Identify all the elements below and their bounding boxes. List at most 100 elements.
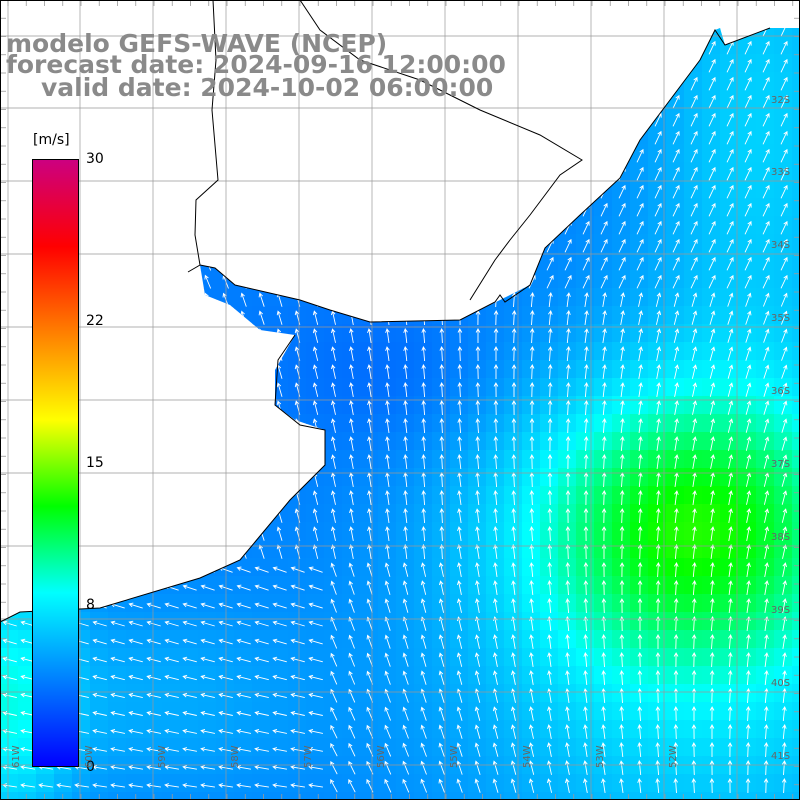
- wind-arrow: [276, 544, 283, 559]
- wind-arrow: [258, 166, 265, 181]
- wind-arrow: [403, 364, 408, 380]
- field-cell: [360, 126, 379, 145]
- field-cell: [774, 540, 793, 559]
- wind-arrow: [780, 76, 788, 91]
- wind-arrow: [132, 310, 140, 325]
- wind-arrow: [547, 364, 553, 380]
- wind-arrow: [565, 724, 570, 739]
- wind-arrow: [726, 112, 734, 127]
- wind-arrow: [23, 509, 33, 522]
- wind-arrow: [5, 383, 15, 396]
- wind-arrow: [456, 724, 463, 739]
- wind-arrow: [511, 562, 516, 577]
- field-cell: [324, 738, 343, 757]
- field-cell: [234, 0, 253, 19]
- wind-arrow: [600, 28, 608, 37]
- wind-arrow: [673, 688, 679, 704]
- wind-arrow: [529, 418, 535, 433]
- wind-arrow: [564, 130, 572, 145]
- wind-arrow: [402, 562, 409, 577]
- field-cell: [252, 108, 271, 127]
- field-cell: [576, 90, 595, 109]
- field-cell: [432, 306, 451, 325]
- field-cell: [576, 360, 595, 379]
- wind-arrow: [421, 328, 426, 344]
- wind-arrow: [654, 220, 662, 235]
- wind-arrow: [638, 328, 644, 343]
- field-cell: [792, 594, 800, 613]
- field-cell: [162, 486, 181, 505]
- field-cell: [0, 144, 19, 163]
- wind-arrow: [384, 598, 391, 613]
- wind-arrow: [186, 364, 194, 379]
- longitude-label: 61W: [11, 745, 22, 768]
- wind-arrow: [762, 202, 770, 217]
- wind-arrow: [110, 783, 125, 788]
- field-cell: [558, 216, 577, 235]
- wind-arrow: [23, 383, 33, 396]
- field-cell: [288, 162, 307, 181]
- wind-arrow: [474, 238, 482, 253]
- wind-arrow: [547, 454, 553, 469]
- longitude-label: 58W: [230, 745, 241, 768]
- wind-arrow: [546, 166, 554, 181]
- field-cell: [612, 90, 631, 109]
- wind-arrow: [367, 382, 372, 397]
- wind-arrow: [691, 598, 697, 614]
- wind-arrow: [564, 202, 572, 217]
- field-cell: [792, 522, 800, 541]
- wind-arrow: [421, 526, 426, 542]
- wind-arrow: [637, 706, 643, 722]
- field-cell: [306, 252, 325, 271]
- field-cell: [216, 486, 235, 505]
- wind-arrow: [636, 40, 644, 55]
- wind-arrow: [168, 310, 176, 325]
- wind-arrow: [492, 274, 500, 289]
- wind-arrow: [186, 436, 194, 451]
- wind-arrow: [710, 544, 715, 559]
- wind-arrow: [366, 634, 373, 649]
- field-cell: [594, 126, 613, 145]
- field-cell: [180, 270, 199, 289]
- wind-arrow: [582, 238, 590, 253]
- field-cell: [558, 360, 577, 379]
- wind-arrow: [420, 778, 428, 793]
- wind-arrow: [746, 526, 751, 541]
- field-cell: [36, 108, 55, 127]
- wind-arrow: [385, 112, 390, 127]
- field-cell: [774, 738, 793, 757]
- wind-arrow: [146, 620, 161, 627]
- wind-arrow: [128, 584, 143, 591]
- wind-arrow: [781, 364, 788, 379]
- wind-arrow: [600, 220, 608, 235]
- wind-arrow: [745, 328, 752, 343]
- wind-arrow: [5, 329, 15, 342]
- wind-arrow: [403, 274, 408, 290]
- field-cell: [558, 162, 577, 181]
- wind-arrow: [349, 526, 354, 541]
- field-cell: [630, 720, 649, 739]
- wind-arrow: [726, 166, 734, 181]
- field-cell: [612, 396, 631, 415]
- wind-arrow: [691, 364, 698, 379]
- wind-arrow: [276, 238, 283, 253]
- field-cell: [684, 558, 703, 577]
- field-cell: [774, 432, 793, 451]
- wind-arrow: [780, 166, 788, 181]
- wind-arrow: [692, 418, 698, 433]
- wind-arrow: [780, 94, 788, 109]
- wind-arrow: [2, 602, 17, 609]
- wind-arrow: [529, 454, 535, 470]
- field-cell: [126, 648, 145, 667]
- field-cell: [702, 612, 721, 631]
- wind-arrow: [708, 148, 716, 163]
- wind-arrow: [276, 130, 283, 145]
- field-cell: [288, 558, 307, 577]
- field-cell: [378, 180, 397, 199]
- colorbar-unit: [m/s]: [33, 132, 70, 148]
- field-cell: [108, 486, 127, 505]
- field-cell: [270, 558, 289, 577]
- colorbar-tick-label: 8: [86, 596, 95, 613]
- wind-arrow: [780, 202, 788, 217]
- field-cell: [504, 504, 523, 523]
